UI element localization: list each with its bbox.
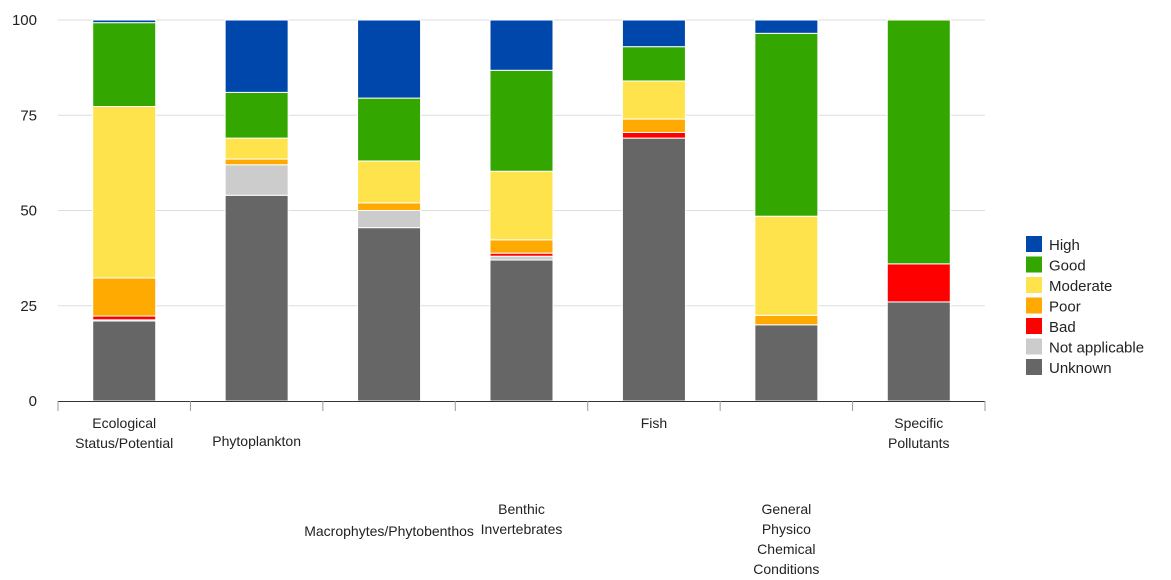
x-axis [57, 401, 986, 411]
legend: High Good Moderate Poor Bad Not applicable Unk… [1026, 236, 1144, 377]
legend-swatch [1026, 338, 1042, 355]
bar-segment-not-applicable [489, 255, 554, 261]
bar-segment-poor [489, 239, 554, 254]
legend-label: Bad [1049, 319, 1076, 336]
bar-segment-moderate [224, 137, 289, 160]
bar-segment-good [621, 46, 686, 82]
category-label: Benthic Invertebrates [481, 501, 563, 537]
category-label-line: Phytoplankton [212, 433, 301, 449]
legend-swatch [1026, 277, 1042, 293]
category-label: Specific Pollutants [888, 415, 949, 451]
bar-segment-good [489, 69, 554, 172]
legend-item: Good [1026, 256, 1086, 275]
bar-segment-unknown [357, 227, 422, 402]
bar-segment-good [357, 97, 422, 162]
bar-segment-unknown [621, 137, 686, 402]
bar-segment-good [754, 32, 819, 217]
bar-segment-moderate [489, 170, 554, 241]
category-label-line: Fish [641, 415, 667, 431]
y-tick-label: 50 [20, 203, 37, 220]
legend-label: High [1049, 237, 1080, 254]
category-label-line: Chemical [757, 541, 815, 557]
bar-segment-high [754, 19, 819, 34]
y-tick-label: 25 [20, 298, 37, 315]
bar-segment-good [224, 91, 289, 139]
y-tick-label: 0 [29, 393, 37, 410]
legend-item: Not applicable [1026, 338, 1144, 357]
legend-item: Poor [1026, 297, 1081, 316]
category-label: Fish [641, 415, 667, 431]
bar-segment-unknown [886, 301, 951, 402]
legend-swatch [1026, 236, 1042, 252]
bar-segment-bad [92, 315, 157, 321]
category-labels: Ecological Status/Potential Phytoplankton M… [75, 415, 949, 577]
bar-segment-poor [357, 202, 422, 212]
legend-label: Good [1049, 258, 1086, 275]
bar-segment-unknown [754, 324, 819, 402]
category-label-line: Physico [762, 521, 811, 537]
bar-segment-bad [621, 131, 686, 139]
legend-label: Unknown [1049, 360, 1112, 377]
category-label: Phytoplankton [212, 433, 301, 449]
bar-segment-high [92, 19, 157, 24]
bar-segment-high [621, 19, 686, 48]
category-label-line: General [761, 501, 811, 517]
y-tick-label: 100 [12, 12, 37, 29]
category-label: General Physico Chemical Conditions [753, 501, 819, 577]
bar-segment-moderate [92, 105, 157, 279]
bar-segment-unknown [92, 320, 157, 402]
legend-item: High [1026, 236, 1080, 254]
bar-segment-unknown [489, 259, 554, 402]
bar-segment-not-applicable [224, 164, 289, 196]
bar-segment-moderate [754, 215, 819, 316]
category-label-line: Benthic [498, 501, 545, 517]
legend-swatch [1026, 359, 1042, 375]
bar-segment-high [357, 19, 422, 99]
category-label-line: Macrophytes/Phytobenthos [304, 523, 474, 539]
bar-segment-poor [224, 158, 289, 166]
legend-swatch [1026, 297, 1042, 314]
category-label: Ecological Status/Potential [75, 415, 173, 451]
bar-segment-moderate [357, 160, 422, 204]
bar-segment-moderate [621, 80, 686, 120]
bar-segment-good [92, 22, 157, 107]
category-label-line: Ecological [92, 415, 156, 431]
legend-swatch [1026, 318, 1042, 334]
legend-item: Unknown [1026, 359, 1112, 377]
bar-segment-poor [754, 314, 819, 326]
category-label-line: Conditions [753, 561, 819, 577]
legend-label: Not applicable [1049, 340, 1144, 357]
bar-segment-unknown [224, 194, 289, 402]
bar-segment-high [489, 19, 554, 71]
legend-item: Moderate [1026, 277, 1112, 295]
category-label-line: Status/Potential [75, 435, 173, 451]
category-label-line: Pollutants [888, 435, 949, 451]
bar-segment-good [886, 19, 951, 265]
bar-segment-bad [886, 263, 951, 303]
legend-swatch [1026, 256, 1042, 273]
legend-label: Moderate [1049, 278, 1112, 295]
bar-segment-poor [621, 118, 686, 133]
legend-item: Bad [1026, 318, 1076, 336]
category-label: Macrophytes/Phytobenthos [304, 523, 474, 539]
bar-segment-high [224, 19, 289, 93]
y-axis-ticks: 0 25 50 75 100 [12, 12, 37, 410]
bar-segment-poor [92, 277, 157, 317]
category-label-line: Specific [894, 415, 943, 431]
bar-segment-not-applicable [357, 210, 422, 229]
legend-label: Poor [1049, 299, 1081, 316]
category-label-line: Invertebrates [481, 521, 563, 537]
y-tick-label: 75 [20, 107, 37, 124]
